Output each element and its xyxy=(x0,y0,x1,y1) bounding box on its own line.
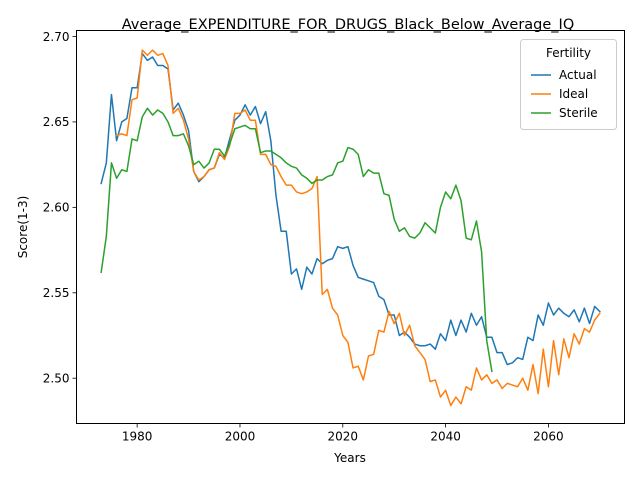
series-line-actual xyxy=(100,52,601,366)
chart-title: Average_EXPENDITURE_FOR_DRUGS_Black_Belo… xyxy=(122,17,575,33)
series-line-ideal xyxy=(115,49,601,407)
y-axis-label: Score(1-3) xyxy=(16,196,30,259)
ticks-layer: 1980 2000 2020 2040 2060 2.50 2.55 2.60 2.65 2.70 xyxy=(43,30,564,444)
y-tick-label: 2.55 xyxy=(43,286,70,300)
legend-box xyxy=(520,39,617,130)
series-layer xyxy=(100,49,601,407)
x-tick-label: 2060 xyxy=(533,430,564,444)
legend-label-actual: Actual xyxy=(559,68,597,82)
legend-title: Fertility xyxy=(546,46,591,60)
x-tick-label: 2040 xyxy=(430,430,461,444)
plot-frame xyxy=(76,30,625,424)
x-tick-label: 2000 xyxy=(225,430,256,444)
y-tick-label: 2.70 xyxy=(43,30,70,44)
legend-entries: Actual Ideal Sterile xyxy=(531,68,598,120)
y-tick-label: 2.60 xyxy=(43,201,70,215)
legend-label-sterile: Sterile xyxy=(559,106,598,120)
x-tick-label: 2020 xyxy=(328,430,359,444)
series-line-sterile xyxy=(100,107,493,373)
x-axis-label: Years xyxy=(333,451,366,465)
legend: Fertility Actual Ideal Sterile xyxy=(520,39,617,130)
legend-label-ideal: Ideal xyxy=(559,87,588,101)
y-tick-label: 2.65 xyxy=(43,115,70,129)
y-tick-label: 2.50 xyxy=(43,372,70,386)
x-tick-label: 1980 xyxy=(122,430,153,444)
